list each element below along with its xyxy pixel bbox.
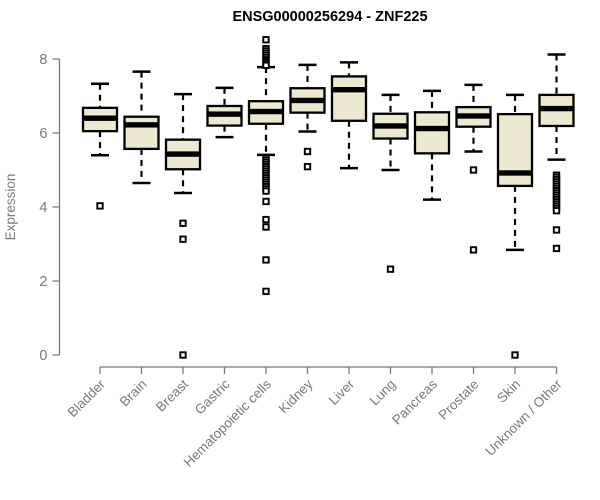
x-tick-label: Breast bbox=[153, 376, 191, 414]
iqr-box bbox=[330, 75, 368, 122]
y-tick-label: 2 bbox=[39, 274, 47, 290]
outlier-point bbox=[469, 246, 478, 254]
y-tick-label: 0 bbox=[39, 348, 47, 364]
outlier-point bbox=[511, 351, 519, 359]
iqr-box bbox=[123, 115, 160, 151]
outlier-point bbox=[179, 235, 187, 243]
median-bar bbox=[167, 151, 199, 157]
median-bar bbox=[416, 125, 448, 132]
outlier-point bbox=[179, 351, 187, 359]
y-tick-label: 4 bbox=[39, 200, 47, 216]
box-kidney bbox=[289, 63, 326, 171]
box-lung bbox=[372, 93, 409, 273]
outlier-point bbox=[262, 287, 270, 296]
median-bar bbox=[457, 113, 490, 119]
outlier-point bbox=[469, 166, 478, 174]
x-tick-label: Skin bbox=[494, 377, 523, 406]
x-tick-label: Gastric bbox=[192, 376, 233, 417]
x-tick-label: Unknown / Other bbox=[482, 376, 565, 459]
box-breast bbox=[164, 92, 202, 359]
y-axis-title: Expression bbox=[3, 174, 18, 241]
box-gastric bbox=[206, 86, 243, 139]
median-bar bbox=[291, 97, 324, 104]
median-bar bbox=[84, 115, 116, 121]
box-pancreas bbox=[413, 89, 451, 201]
median-bar bbox=[125, 122, 158, 128]
x-tick-label: Brain bbox=[117, 377, 150, 410]
outlier-point bbox=[179, 219, 187, 227]
outlier-point bbox=[552, 226, 561, 234]
box-brain bbox=[123, 70, 160, 185]
box-liver bbox=[330, 61, 368, 170]
outlier-point bbox=[96, 202, 104, 210]
outlier-point bbox=[303, 163, 312, 171]
outlier-point bbox=[262, 197, 270, 206]
box-hematopoietic-cells bbox=[247, 36, 285, 296]
x-tick-label: Lung bbox=[367, 377, 399, 409]
chart-title: ENSG00000256294 - ZNF225 bbox=[232, 9, 427, 25]
x-tick-label: Prostate bbox=[435, 377, 481, 423]
x-tick-label: Bladder bbox=[65, 376, 109, 420]
outlier-point bbox=[262, 187, 270, 195]
y-tick-label: 8 bbox=[39, 52, 47, 68]
median-bar bbox=[208, 111, 241, 117]
box-prostate bbox=[455, 83, 492, 254]
median-bar bbox=[250, 108, 282, 115]
outlier-point bbox=[262, 61, 270, 69]
outlier-point bbox=[552, 207, 561, 215]
x-tick-label: Liver bbox=[326, 376, 358, 408]
y-tick-label: 6 bbox=[39, 126, 47, 142]
median-bar bbox=[374, 123, 407, 129]
box-unknown-other bbox=[538, 53, 575, 253]
outlier-point bbox=[386, 265, 395, 273]
x-tick-label: Pancreas bbox=[389, 376, 440, 427]
median-bar bbox=[499, 170, 531, 176]
box-bladder bbox=[81, 82, 119, 210]
box-series bbox=[81, 36, 575, 359]
outlier-point bbox=[262, 36, 270, 44]
iqr-box bbox=[413, 111, 451, 155]
median-bar bbox=[333, 87, 365, 93]
outlier-point bbox=[552, 244, 561, 253]
median-bar bbox=[540, 105, 573, 112]
x-tick-label: Kidney bbox=[276, 376, 316, 416]
box-skin bbox=[496, 93, 534, 359]
outlier-point bbox=[303, 147, 312, 156]
outlier-point bbox=[262, 223, 270, 231]
outlier-point bbox=[262, 215, 270, 224]
outlier-point bbox=[262, 256, 270, 264]
